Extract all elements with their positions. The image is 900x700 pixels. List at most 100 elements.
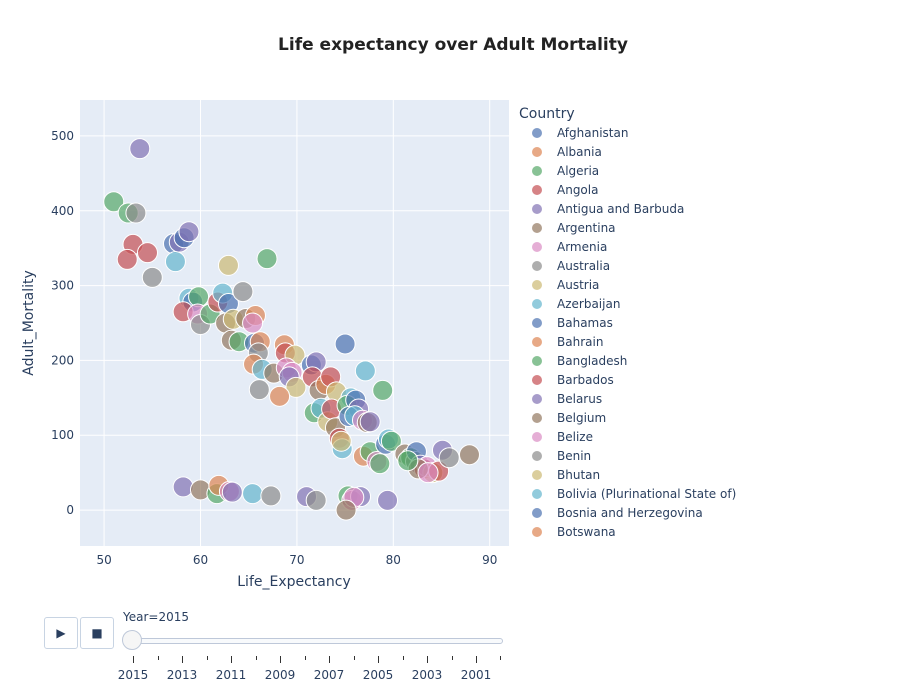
legend-marker[interactable] xyxy=(532,451,542,461)
legend-entry[interactable]: Bahrain xyxy=(557,335,603,349)
data-point[interactable] xyxy=(242,483,264,505)
slider-step-label[interactable]: 2001 xyxy=(460,668,492,682)
data-point[interactable] xyxy=(334,333,356,355)
data-point[interactable] xyxy=(285,376,307,398)
legend-entry[interactable]: Belarus xyxy=(557,392,602,406)
data-point[interactable] xyxy=(217,254,239,276)
year-slider-track[interactable] xyxy=(130,638,503,644)
data-point[interactable] xyxy=(136,242,158,264)
data-point[interactable] xyxy=(129,138,151,160)
data-point[interactable] xyxy=(354,360,376,382)
year-slider-handle[interactable] xyxy=(122,630,142,650)
legend-entry[interactable]: Benin xyxy=(557,449,591,463)
legend-entry[interactable]: Armenia xyxy=(557,240,607,254)
data-point[interactable] xyxy=(116,248,138,270)
legend-marker[interactable] xyxy=(532,432,542,442)
legend-entry[interactable]: Australia xyxy=(557,259,610,273)
slider-minor-tick xyxy=(157,656,159,660)
x-tick-label: 50 xyxy=(96,553,111,567)
slider-major-tick xyxy=(280,656,281,663)
data-point[interactable] xyxy=(256,248,278,270)
legend-title: Country xyxy=(519,106,575,122)
legend-entry[interactable]: Belgium xyxy=(557,411,606,425)
slider-step-label[interactable]: 2009 xyxy=(264,668,296,682)
data-point[interactable] xyxy=(330,430,352,452)
x-tick-labels: 50 60 70 80 90 xyxy=(96,553,497,567)
legend-entry[interactable]: Bahamas xyxy=(557,316,613,330)
slider-current-value: Year=2015 xyxy=(123,610,189,624)
data-point[interactable] xyxy=(248,379,270,401)
data-point[interactable] xyxy=(125,202,147,224)
legend-marker[interactable] xyxy=(532,280,542,290)
data-point[interactable] xyxy=(417,462,439,484)
data-point[interactable] xyxy=(260,485,282,507)
legend-marker[interactable] xyxy=(532,337,542,347)
legend-marker[interactable] xyxy=(532,147,542,157)
legend-marker[interactable] xyxy=(532,356,542,366)
data-point[interactable] xyxy=(305,489,327,511)
legend-entry[interactable]: Belize xyxy=(557,430,593,444)
play-button[interactable]: ▶ xyxy=(44,617,78,649)
data-point[interactable] xyxy=(141,266,163,288)
data-point[interactable] xyxy=(359,411,381,433)
legend-marker[interactable] xyxy=(532,223,542,233)
legend-marker[interactable] xyxy=(532,242,542,252)
legend-entry[interactable]: Bhutan xyxy=(557,468,600,482)
legend-marker[interactable] xyxy=(532,394,542,404)
data-point[interactable] xyxy=(369,453,391,475)
data-point[interactable] xyxy=(103,191,125,213)
data-point[interactable] xyxy=(372,379,394,401)
data-point[interactable] xyxy=(269,385,291,407)
legend-marker[interactable] xyxy=(532,470,542,480)
data-point[interactable] xyxy=(242,312,264,334)
legend-entry[interactable]: Austria xyxy=(557,278,599,292)
legend-entry[interactable]: Bangladesh xyxy=(557,354,627,368)
legend-marker[interactable] xyxy=(532,299,542,309)
data-point[interactable] xyxy=(232,281,254,303)
slider-step-label[interactable]: 2007 xyxy=(313,668,345,682)
y-tick-label: 500 xyxy=(51,129,74,143)
slider-step-label[interactable]: 2003 xyxy=(411,668,443,682)
legend-entry[interactable]: Bosnia and Herzegovina xyxy=(557,506,703,520)
legend-entry[interactable]: Angola xyxy=(557,183,598,197)
data-point[interactable] xyxy=(178,221,200,243)
data-point[interactable] xyxy=(380,430,402,452)
legend-entry[interactable]: Barbados xyxy=(557,373,614,387)
slider-step-label[interactable]: 2015 xyxy=(117,668,149,682)
slider-minor-tick xyxy=(451,656,453,660)
legend-marker[interactable] xyxy=(532,375,542,385)
data-point[interactable] xyxy=(397,450,419,472)
legend-marker[interactable] xyxy=(532,185,542,195)
x-axis-title: Life_Expectancy xyxy=(237,574,350,590)
slider-step-label[interactable]: 2005 xyxy=(362,668,394,682)
data-point[interactable] xyxy=(221,481,243,503)
legend-entry[interactable]: Afghanistan xyxy=(557,126,628,140)
stop-button[interactable]: ■ xyxy=(80,617,114,649)
legend-marker[interactable] xyxy=(532,128,542,138)
legend-entry[interactable]: Algeria xyxy=(557,164,599,178)
x-tick-label: 80 xyxy=(386,553,401,567)
data-point[interactable] xyxy=(164,251,186,273)
legend-entry[interactable]: Bolivia (Plurinational State of) xyxy=(557,487,736,501)
data-point[interactable] xyxy=(438,447,460,469)
legend-marker[interactable] xyxy=(532,318,542,328)
legend-entry[interactable]: Argentina xyxy=(557,221,616,235)
legend-marker[interactable] xyxy=(532,527,542,537)
slider-step-label[interactable]: 2011 xyxy=(215,668,247,682)
legend-entry[interactable]: Albania xyxy=(557,145,602,159)
legend-marker[interactable] xyxy=(532,508,542,518)
legend-marker[interactable] xyxy=(532,489,542,499)
legend-entry[interactable]: Azerbaijan xyxy=(557,297,620,311)
data-point[interactable] xyxy=(335,499,357,521)
slider-step-label[interactable]: 2013 xyxy=(166,668,198,682)
legend-marker[interactable] xyxy=(532,413,542,423)
legend-marker[interactable] xyxy=(532,166,542,176)
legend-entry[interactable]: Antigua and Barbuda xyxy=(557,202,684,216)
legend-marker[interactable] xyxy=(532,261,542,271)
data-point[interactable] xyxy=(458,444,480,466)
data-point[interactable] xyxy=(377,489,399,511)
legend-marker[interactable] xyxy=(532,204,542,214)
legend-entry[interactable]: Botswana xyxy=(557,525,616,539)
data-point[interactable] xyxy=(172,476,194,498)
